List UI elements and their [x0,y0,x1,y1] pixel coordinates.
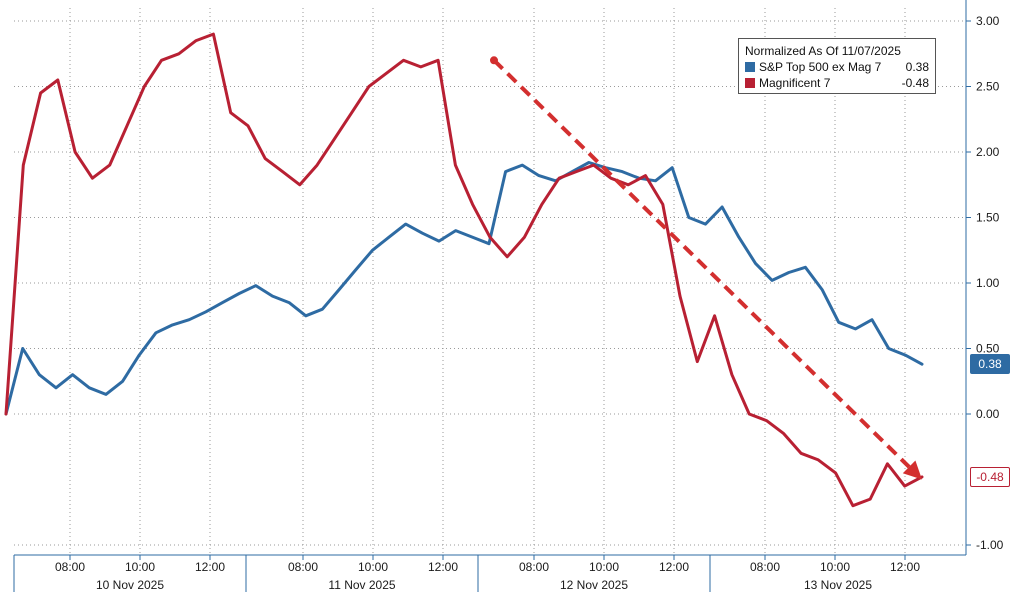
legend-item-sp500: S&P Top 500 ex Mag 7 0.38 [745,59,929,75]
y-tick-label: -1.00 [976,538,1004,552]
tick-labels: 3.00 2.50 2.00 1.50 1.00 0.50 0.00 -1.00 08:00 10… [55,14,1004,592]
x-hour-label: 08:00 [288,560,318,574]
x-hour-label: 08:00 [55,560,85,574]
y-tick-label: 2.50 [976,80,1000,94]
legend: Normalized As Of 11/07/2025 S&P Top 500 … [738,38,936,94]
legend-swatch-mag7 [745,78,755,88]
last-value-badge-mag7: -0.48 [970,466,1010,487]
y-tick-label: 0.00 [976,407,1000,421]
x-hour-label: 10:00 [358,560,388,574]
y-tick-label: 3.00 [976,14,1000,28]
x-hour-label: 12:00 [195,560,225,574]
axes [13,0,971,592]
legend-title: Normalized As Of 11/07/2025 [745,44,901,58]
gridlines [14,8,966,555]
legend-label-sp500: S&P Top 500 ex Mag 7 [759,60,882,74]
legend-value-sp500: 0.38 [905,60,929,74]
x-day-label: 12 Nov 2025 [560,578,628,592]
x-day-label: 10 Nov 2025 [96,578,164,592]
arrow-head [902,460,922,480]
legend-value-mag7: -0.48 [901,76,929,90]
x-hour-label: 10:00 [589,560,619,574]
series-line-mag7 [4,32,924,508]
trend-arrow [490,56,922,480]
arrow-dashed-line [492,58,911,469]
series-lines [4,32,924,508]
x-hour-label: 12:00 [890,560,920,574]
legend-swatch-sp500 [745,62,755,72]
x-hour-label: 12:00 [428,560,458,574]
y-tick-label: 0.50 [976,342,1000,356]
x-hour-label: 08:00 [750,560,780,574]
x-hour-label: 08:00 [519,560,549,574]
x-hour-label: 10:00 [125,560,155,574]
x-day-label: 11 Nov 2025 [328,578,395,592]
y-tick-label: 1.50 [976,211,1000,225]
x-hour-label: 10:00 [820,560,850,574]
series-line-sp500 [4,161,924,416]
last-value-badge-sp500: 0.38 [970,354,1010,375]
legend-label-mag7: Magnificent 7 [759,76,831,90]
x-day-label: 13 Nov 2025 [804,578,872,592]
y-tick-label: 2.00 [976,145,1000,159]
x-hour-label: 12:00 [659,560,689,574]
y-tick-label: 1.00 [976,276,1000,290]
legend-item-mag7: Magnificent 7 -0.48 [745,75,929,91]
